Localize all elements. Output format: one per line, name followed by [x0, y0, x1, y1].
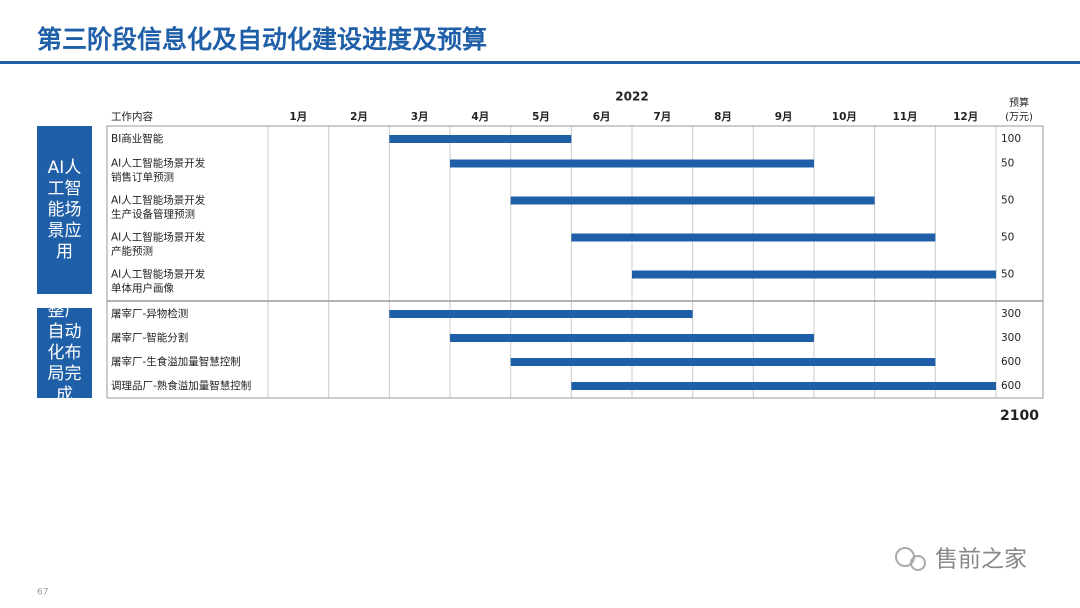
task-label: 产能预测 — [111, 245, 153, 258]
task-label: 生产设备管理预测 — [111, 208, 195, 221]
group-name: AI人工智能场景应用 — [47, 157, 82, 262]
group-label: 整厂自动化布局完成 — [37, 301, 92, 405]
title-rule — [0, 61, 1080, 64]
budget-header: 预算 — [1009, 96, 1029, 109]
month-label: 10月 — [832, 111, 857, 123]
watermark: 售前之家 — [935, 547, 1027, 573]
budget-value: 300 — [1001, 332, 1021, 344]
task-label: 单体用户画像 — [111, 282, 174, 295]
gantt-bar — [510, 358, 936, 366]
month-label: 12月 — [953, 111, 978, 123]
year-label: 2022 — [615, 90, 648, 104]
month-label: 6月 — [593, 111, 611, 123]
watermark-icon — [910, 555, 926, 571]
budget-value: 600 — [1001, 356, 1021, 368]
table-border — [106, 125, 1044, 399]
task-label: 屠宰厂-生食溢加量智慧控制 — [111, 355, 241, 368]
group-name: 整厂自动化布局完成 — [47, 300, 82, 405]
task-label: AI人工智能场景开发 — [111, 157, 206, 170]
month-label: 8月 — [714, 111, 732, 123]
group-label: AI人工智能场景应用 — [37, 126, 92, 294]
page-number: 67 — [37, 588, 48, 598]
month-label: 4月 — [471, 111, 489, 123]
task-label: 销售订单预测 — [111, 171, 174, 184]
month-label: 11月 — [892, 111, 917, 123]
budget-value: 50 — [1001, 269, 1014, 281]
gantt-bar — [450, 159, 814, 168]
task-label: 屠宰厂-异物检测 — [111, 307, 188, 320]
task-label: AI人工智能场景开发 — [111, 268, 206, 281]
gantt-bar — [450, 334, 814, 342]
gantt-bar — [571, 233, 936, 242]
task-label: AI人工智能场景开发 — [111, 194, 206, 207]
budget-value: 600 — [1001, 380, 1021, 392]
task-label: 调理品厂-熟食溢加量智慧控制 — [111, 379, 251, 392]
month-label: 5月 — [532, 111, 550, 123]
budget-value: 50 — [1001, 232, 1014, 244]
gantt-bar — [571, 382, 996, 390]
gantt-bar — [389, 135, 572, 143]
month-label: 7月 — [653, 111, 671, 123]
month-label: 3月 — [411, 111, 429, 123]
gantt-bar — [510, 196, 875, 205]
month-label: 9月 — [775, 111, 793, 123]
gantt-bar — [389, 310, 693, 318]
slide-title: 第三阶段信息化及自动化建设进度及预算 — [37, 25, 487, 54]
task-header: 工作内容 — [111, 110, 153, 123]
task-label: 屠宰厂-智能分割 — [111, 331, 188, 344]
budget-value: 300 — [1001, 308, 1021, 320]
budget-value: 50 — [1001, 195, 1014, 207]
budget-value: 50 — [1001, 158, 1014, 170]
budget-total: 2100 — [1000, 408, 1039, 424]
task-label: AI人工智能场景开发 — [111, 231, 206, 244]
budget-header: (万元) — [1005, 112, 1033, 123]
gantt-bar — [632, 270, 996, 279]
month-label: 2月 — [350, 111, 368, 123]
month-label: 1月 — [289, 111, 307, 123]
task-label: BI商业智能 — [111, 132, 164, 145]
budget-value: 100 — [1001, 133, 1021, 145]
